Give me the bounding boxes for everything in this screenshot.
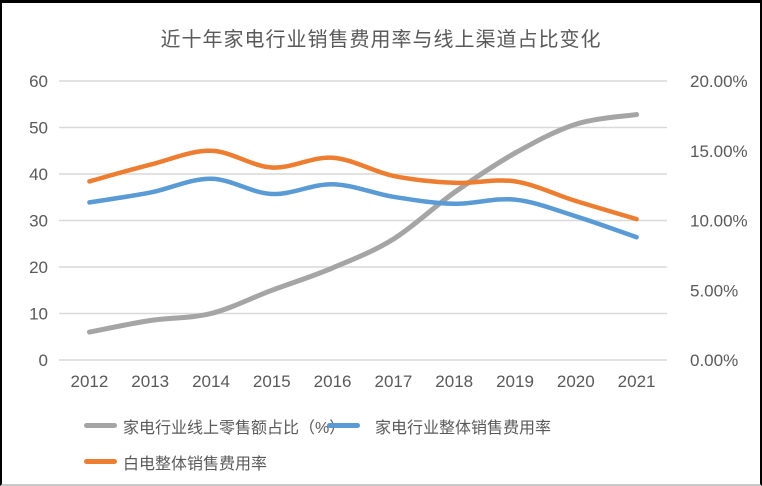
legend-line-swatch-orange <box>84 459 117 464</box>
x-axis-tick-label: 2018 <box>435 372 473 391</box>
series-line-appliance-overall-selling-expense-ratio <box>87 176 639 240</box>
left-axis-tick-label: 10 <box>29 305 48 324</box>
left-axis-tick-label: 50 <box>29 119 48 138</box>
right-axis-tick-label: 15.00% <box>690 142 748 161</box>
chart-title: 近十年家电行业销售费用率与线上渠道占比变化 <box>160 29 602 51</box>
right-axis-tick-label: 0.00% <box>690 351 738 370</box>
right-axis-tick-label: 5.00% <box>690 281 738 300</box>
x-axis-tick-label: 2014 <box>192 372 230 391</box>
left-axis-tick-label: 20 <box>29 258 48 277</box>
left-axis-tick-label: 0 <box>39 351 48 370</box>
x-axis-tick-label: 2021 <box>618 372 656 391</box>
series-line-online-retail-share <box>86 112 640 335</box>
legend-item-white-goods-expense-ratio: 白电整体销售费用率 <box>84 452 268 473</box>
legend-line-swatch-gray <box>84 423 117 428</box>
left-axis-tick-label: 30 <box>29 212 48 231</box>
legend-line-swatch-blue <box>327 423 360 428</box>
left-axis-tick-label: 60 <box>29 72 48 91</box>
left-axis-tick-label: 40 <box>29 165 48 184</box>
x-axis-tick-label: 2016 <box>314 372 352 391</box>
legend-label-online-retail-share: 家电行业线上零售额占比（%） <box>123 419 346 437</box>
x-axis-tick-label: 2017 <box>374 372 412 391</box>
legend-item-appliance-expense-ratio: 家电行业整体销售费用率 <box>327 416 552 437</box>
legend-label-white-goods-expense-ratio: 白电整体销售费用率 <box>123 455 268 473</box>
right-axis-tick-label: 20.00% <box>690 72 748 91</box>
x-axis-tick-label: 2015 <box>253 372 291 391</box>
legend-item-online-retail-share: 家电行业线上零售额占比（%） <box>84 416 346 437</box>
x-axis-tick-label: 2013 <box>131 372 169 391</box>
line-chart-plot: 0 10 20 30 40 50 60 0.00% 5.00% 10.00% 15.00% 20.00… <box>29 72 748 391</box>
x-axis-tick-label: 2019 <box>496 372 534 391</box>
right-axis-tick-label: 10.00% <box>690 212 748 231</box>
series-line-white-goods-selling-expense-ratio <box>87 148 639 222</box>
x-axis-tick-label: 2020 <box>557 372 595 391</box>
x-axis-tick-label: 2012 <box>70 372 108 391</box>
legend-label-appliance-expense-ratio: 家电行业整体销售费用率 <box>375 419 552 437</box>
